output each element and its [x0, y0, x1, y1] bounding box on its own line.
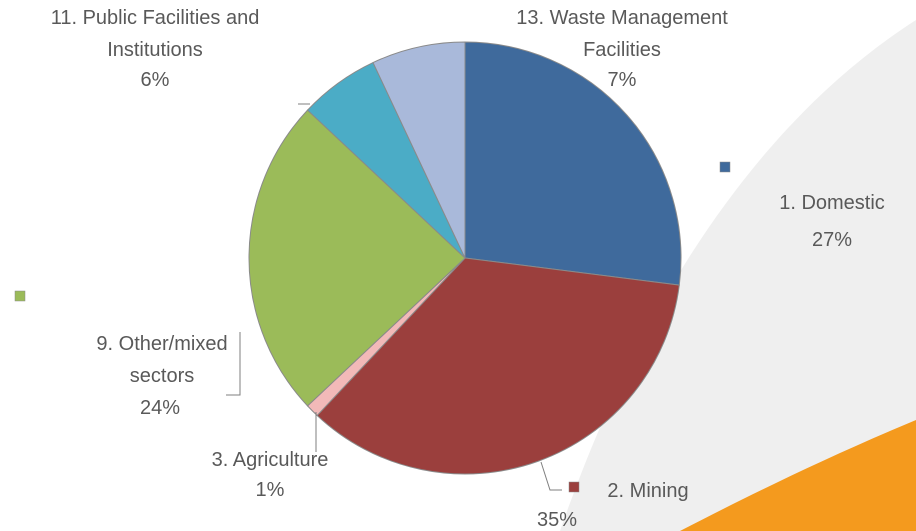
legend-key [568, 481, 580, 493]
leader-line [540, 461, 562, 491]
legend-key [719, 161, 731, 173]
slice-label: 2. Mining [607, 480, 689, 502]
pie-slice [248, 109, 466, 407]
leader-lines [226, 103, 562, 491]
leader-line [226, 332, 241, 396]
slice-label: 1. Domestic [779, 192, 885, 214]
slice-label: 3. Agriculture [211, 449, 329, 471]
pie-slice [316, 257, 680, 475]
background-accent [680, 420, 916, 531]
slice-value: 6% [140, 69, 170, 91]
background-swoosh [560, 20, 916, 531]
slice-label: 11. Public Facilities and Institutions [50, 7, 260, 61]
slice-value: 35% [536, 509, 578, 531]
slice-label: 9. Other/mixed sectors [96, 333, 228, 387]
pie [248, 41, 682, 475]
slice-value: 1% [255, 479, 285, 501]
slice-label: 13. Waste Management Facilities [516, 7, 728, 61]
slice-value: 7% [607, 69, 637, 91]
legend-key [14, 290, 26, 302]
slice-value: 24% [139, 397, 181, 419]
slice-value: 27% [811, 229, 853, 251]
pie-slice [464, 41, 682, 286]
pie-slice [372, 41, 466, 259]
